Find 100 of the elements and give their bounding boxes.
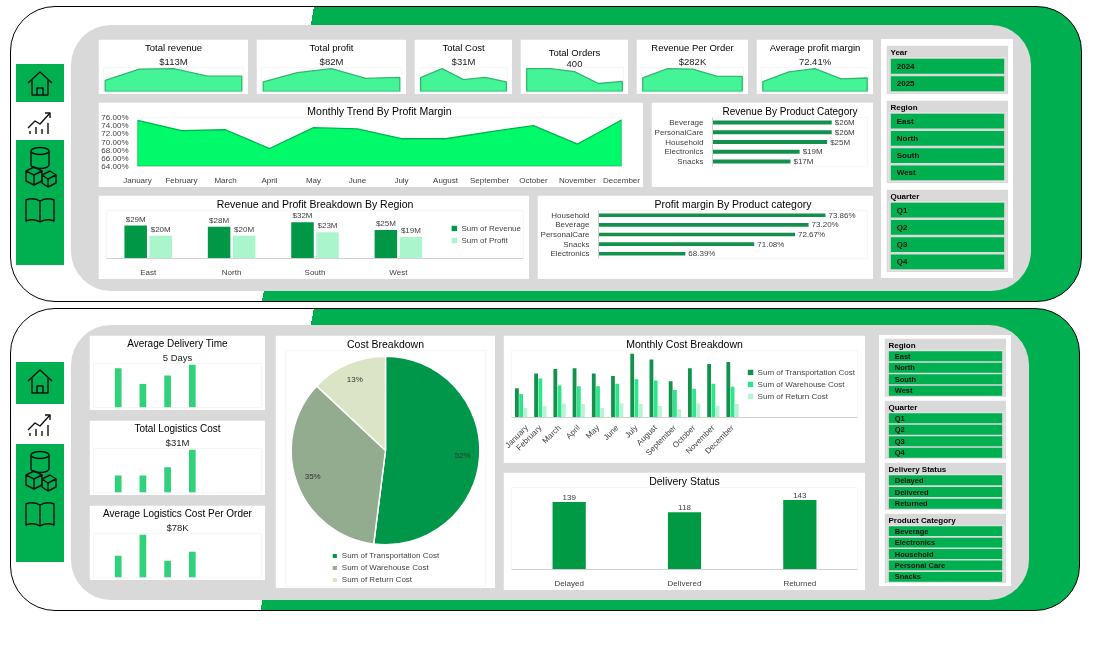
y-tick-label: PersonalCare: [654, 127, 705, 137]
bar: [232, 235, 256, 259]
bar: [514, 388, 519, 418]
y-tick-label: PersonalCare: [540, 230, 591, 239]
bar: [712, 130, 832, 135]
x-tick-label: November: [559, 175, 597, 185]
bar: [576, 386, 581, 418]
bar: [712, 159, 791, 164]
bar: [188, 364, 196, 408]
bar: [553, 369, 558, 418]
bar: [711, 383, 716, 418]
y-tick-label: 74.00%: [101, 121, 129, 131]
bar: [677, 409, 682, 418]
category-label: West: [896, 168, 917, 178]
data-label: $32M: [292, 211, 313, 221]
x-tick-label: April: [261, 175, 278, 185]
y-tick-label: Household: [665, 137, 704, 147]
x-tick-label: June: [348, 175, 367, 185]
chart-title: Revenue By Product Category: [722, 106, 858, 117]
x-tick-label: South: [304, 267, 326, 277]
bar: [712, 140, 828, 144]
data-label: 73.86%: [828, 210, 856, 220]
bar: [657, 406, 662, 418]
chart-subtitle: $113M: [159, 56, 188, 67]
x-tick-label: September: [469, 175, 510, 185]
y-tick-label: 76.00%: [101, 113, 129, 122]
y-tick-label: 70.00%: [101, 137, 129, 147]
bar: [581, 404, 585, 418]
y-tick-label: 68.00%: [101, 145, 129, 155]
x-tick-label: July: [623, 423, 640, 440]
data-label: $17M: [793, 157, 814, 167]
chart-subtitle: $282K: [678, 56, 707, 67]
y-tick-label: Snacks: [563, 239, 590, 249]
y-tick-label: Beverage: [669, 117, 705, 127]
chart-title: Average profit margin: [769, 42, 861, 53]
text: Region: [888, 341, 916, 350]
x-tick-label: East: [140, 267, 157, 277]
bar: [561, 403, 566, 418]
data-label: 68.39%: [688, 249, 716, 259]
x-tick-label: North: [221, 267, 242, 277]
data-label: $26M: [834, 117, 856, 127]
bar: [114, 368, 122, 408]
bar: [596, 386, 600, 418]
chart-title: Revenue Per Order: [651, 42, 734, 53]
x-tick-label: February: [165, 175, 198, 185]
text: Product Category: [888, 516, 957, 525]
x-tick-label: West: [389, 267, 409, 277]
bar: [707, 363, 712, 418]
legend-label: Sum of Transportation Cost: [341, 551, 440, 560]
x-tick-label: Returned: [783, 578, 817, 588]
y-tick-label: 72.00%: [101, 129, 129, 139]
data-label: $26M: [834, 127, 856, 137]
legend-label: Sum of Warehouse Cost: [341, 563, 429, 572]
data-label: $20M: [234, 224, 255, 234]
x-tick-label: October: [519, 175, 549, 185]
x-tick-label: July: [394, 175, 409, 185]
x-tick-label: January: [123, 175, 152, 185]
chart-subtitle: $78K: [166, 522, 190, 533]
y-tick-label: Electronics: [550, 249, 590, 259]
bar: [630, 353, 635, 418]
chart-subtitle: 72.41%: [798, 56, 832, 67]
chart-title: Delivery Status: [649, 475, 720, 487]
data-label: 73.20%: [811, 220, 839, 230]
x-tick-label: December: [603, 175, 641, 185]
text: Delivery Status: [888, 465, 947, 474]
bar: [668, 381, 673, 418]
data-label: $29M: [125, 214, 147, 224]
bar: [538, 378, 543, 418]
chart-title: Monthly Cost Breakdown: [626, 338, 744, 350]
data-label: 72.67%: [798, 230, 826, 239]
data-label: 52%: [454, 450, 471, 460]
bar: [712, 149, 800, 154]
y-tick-label: Electronics: [664, 147, 704, 157]
bar: [188, 551, 196, 578]
chart-subtitle: $82M: [319, 56, 344, 67]
bar: [696, 403, 701, 418]
data-label: $23M: [317, 221, 338, 231]
chart-title: Monthly Trend By Profit Margin: [307, 105, 452, 117]
text: Quarter: [888, 403, 918, 412]
bar: [611, 376, 615, 418]
bar: [638, 404, 643, 418]
y-tick-label: 66.00%: [101, 153, 129, 163]
x-tick-label: August: [433, 175, 459, 185]
bar: [615, 383, 620, 418]
bar: [149, 235, 172, 259]
category-label: Q1: [896, 205, 908, 215]
legend-label: Sum of Return Cost: [757, 391, 828, 400]
legend-label: Sum of Warehouse Cost: [757, 379, 845, 388]
category-label: 2025: [896, 79, 916, 89]
category-label: Q4: [896, 257, 908, 267]
category-label: South: [896, 151, 920, 161]
chart-title: Total revenue: [144, 42, 203, 53]
text: Year: [890, 48, 908, 57]
y-tick-label: Household: [551, 210, 590, 220]
legend-label: Sum of Revenue: [461, 223, 521, 233]
legend-label: Sum of Return Cost: [341, 575, 413, 584]
data-label: 118: [678, 503, 692, 513]
bar: [374, 230, 398, 259]
y-tick-label: 64.00%: [101, 162, 129, 171]
data-label: $19M: [400, 225, 422, 235]
